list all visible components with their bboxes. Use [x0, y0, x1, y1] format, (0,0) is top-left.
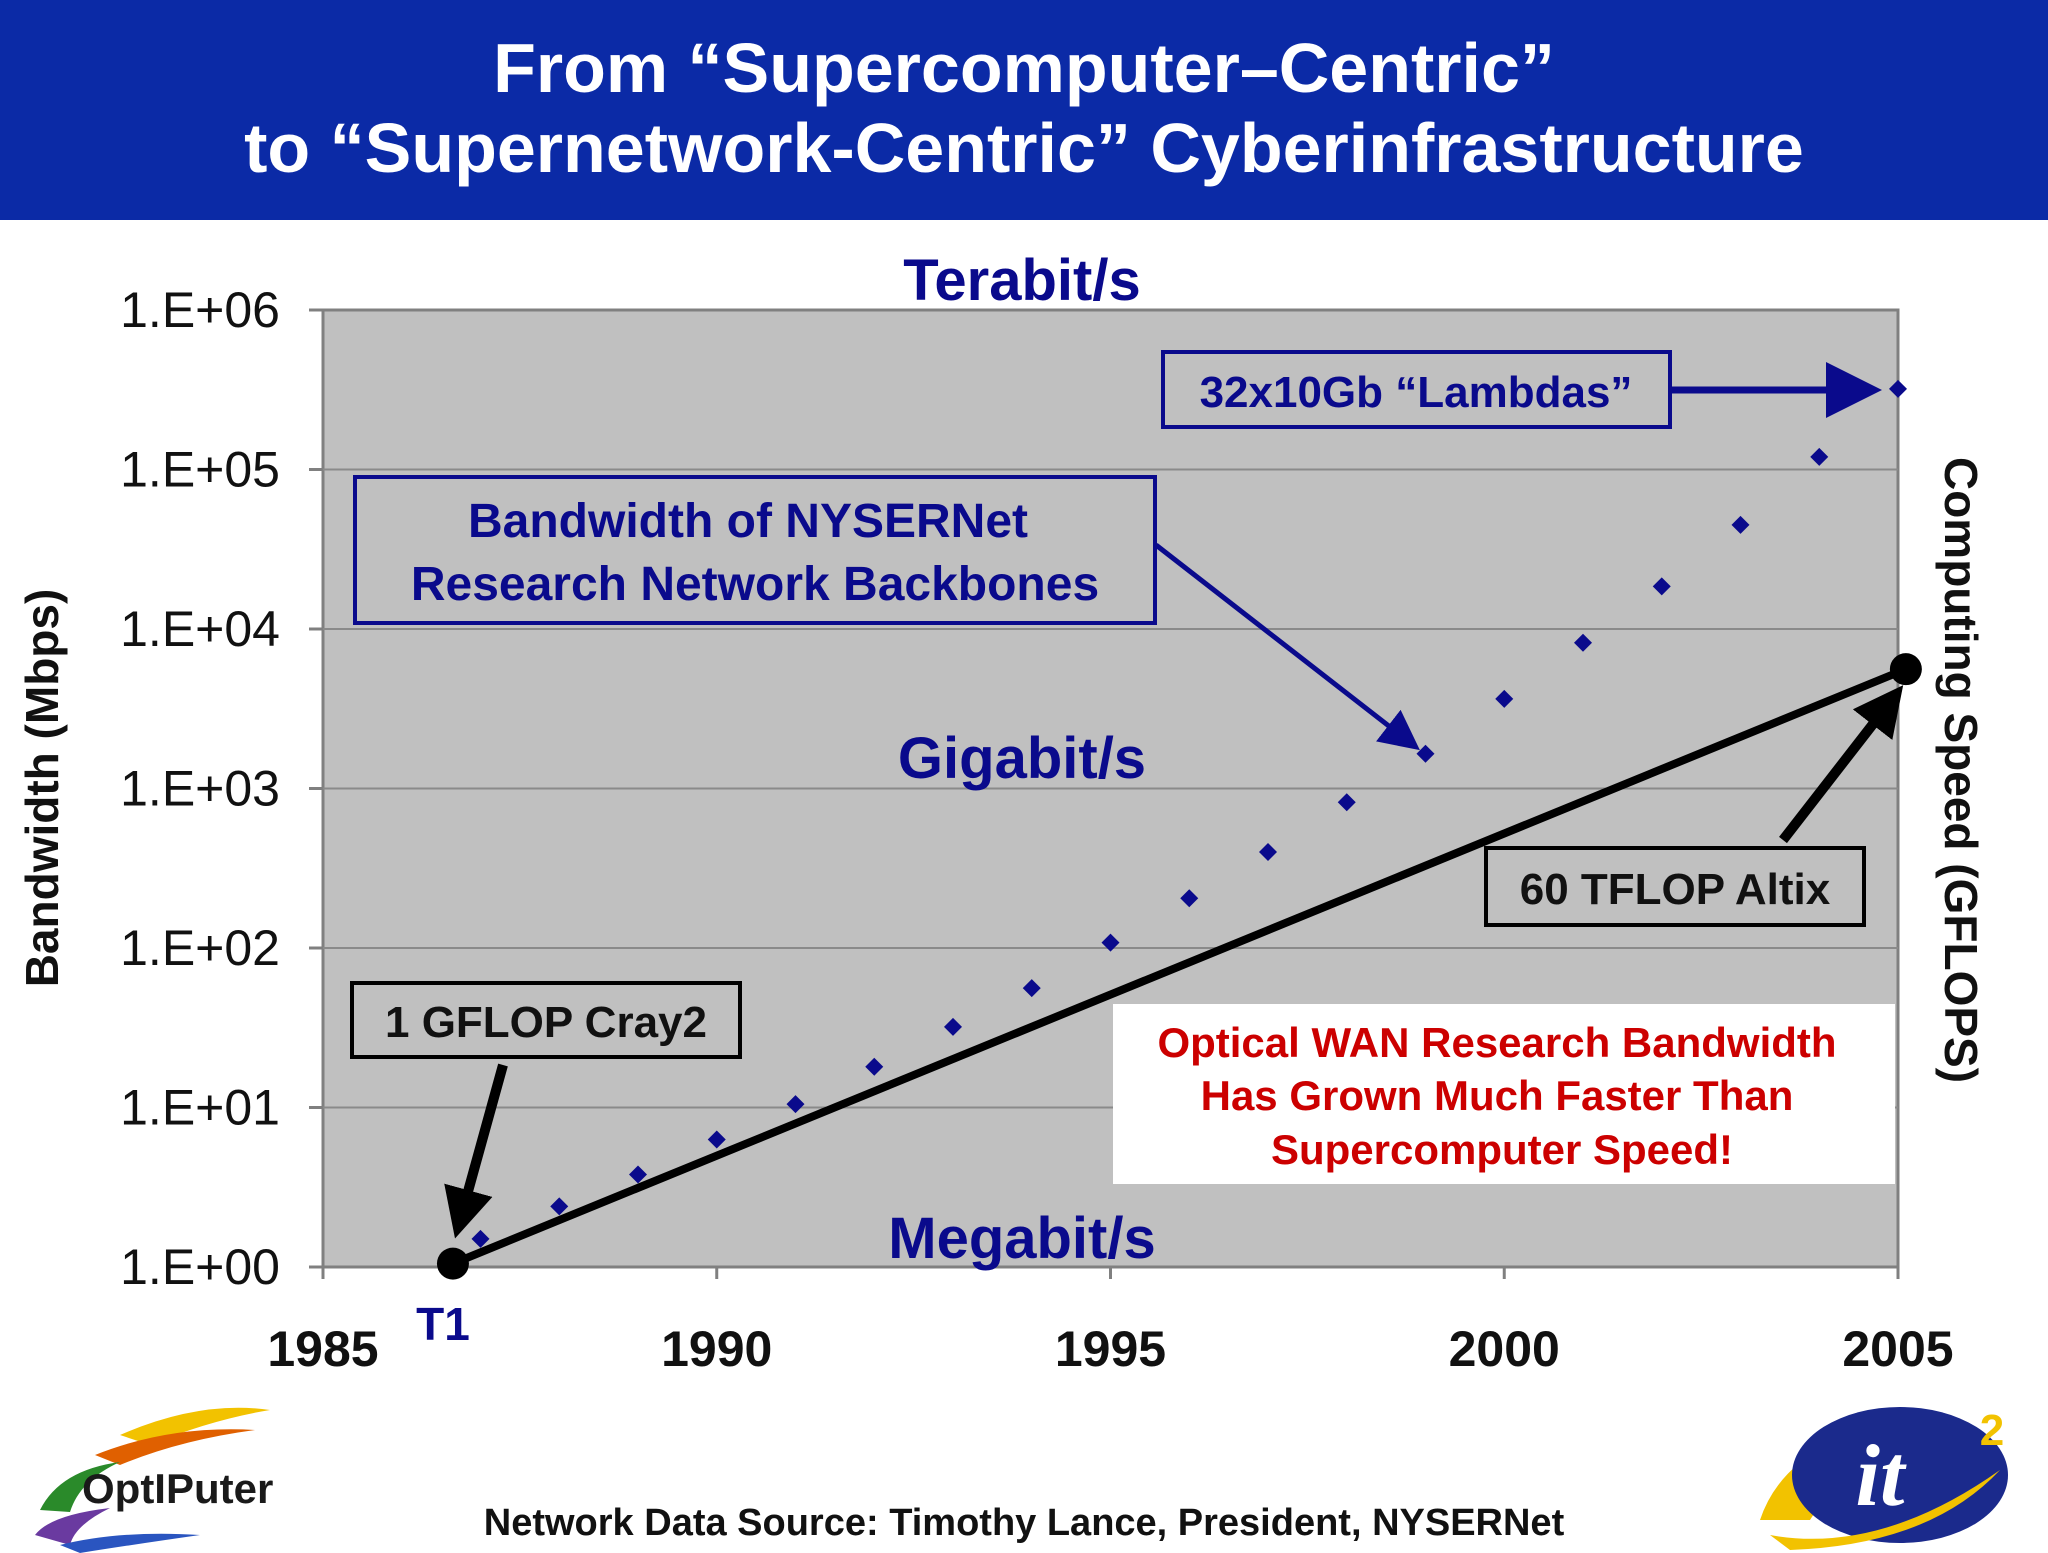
- optical-wan-line-2: Has Grown Much Faster Than: [1201, 1072, 1794, 1119]
- slide-title-line-1: From “Supercomputer–Centric”: [493, 29, 1555, 107]
- x-tick-label: 2005: [1842, 1321, 1953, 1377]
- cray2-point: [436, 1247, 469, 1280]
- slide-title-line-2: to “Supernetwork-Centric” Cyberinfrastru…: [244, 109, 1804, 187]
- y-tick-label: 1.E+05: [120, 442, 280, 498]
- nysernet-arrow: [1154, 543, 1420, 751]
- megabit-label: Megabit/s: [888, 1206, 1156, 1271]
- it2-logo-superscript: 2: [1980, 1406, 2004, 1455]
- bandwidth-point: [629, 1165, 647, 1184]
- title-bar: From “Supercomputer–Centric” to “Superne…: [0, 0, 2048, 220]
- t1-label: T1: [416, 1298, 470, 1350]
- lambdas-label: 32x10Gb “Lambdas”: [1200, 368, 1633, 417]
- altix-arrow: [1779, 685, 1904, 844]
- bandwidth-point: [786, 1095, 805, 1114]
- supercomputer-trend-line: [451, 665, 1908, 1268]
- x-tick-label: 1985: [267, 1321, 378, 1377]
- y-tick-label: 1.E+03: [120, 761, 280, 817]
- altix-label: 60 TFLOP Altix: [1520, 865, 1831, 914]
- gigabit-label: Gigabit/s: [898, 726, 1146, 791]
- y-tick-label: 1.E+00: [120, 1239, 280, 1295]
- bandwidth-point: [1810, 447, 1829, 466]
- optiputer-logo: [35, 1407, 270, 1553]
- bandwidth-point: [1416, 744, 1435, 763]
- optiputer-logo-text: OptIPuter: [82, 1465, 274, 1512]
- altix-box: [1484, 846, 1866, 927]
- cray2-arrow: [444, 1063, 508, 1239]
- bandwidth-point: [1889, 379, 1907, 398]
- y-tick-label: 1.E+04: [120, 601, 280, 657]
- supercomputer-series: [436, 653, 1922, 1280]
- x-tick-label: 2000: [1449, 1321, 1560, 1377]
- bandwidth-point: [1337, 793, 1356, 812]
- bandwidth-point: [1101, 933, 1120, 952]
- it2-logo-text: it: [1856, 1428, 1907, 1525]
- data-source-note: Network Data Source: Timothy Lance, Pres…: [483, 1502, 1565, 1544]
- lambdas-box: [1161, 350, 1672, 429]
- optical-wan-line-1: Optical WAN Research Bandwidth: [1157, 1019, 1836, 1066]
- bandwidth-point: [1259, 842, 1277, 861]
- nysernet-box: [353, 475, 1157, 625]
- it2-logo: it 2: [1760, 1406, 2008, 1550]
- optical-wan-callout: [1113, 1004, 1895, 1184]
- bandwidth-point: [1731, 515, 1750, 534]
- bandwidth-point: [944, 1017, 962, 1036]
- y-axis-ticks: 1.E+00 1.E+01 1.E+02 1.E+03 1.E+04 1.E+05 1.E+…: [120, 282, 323, 1295]
- y-tick-label: 1.E+01: [120, 1080, 280, 1136]
- bandwidth-point: [707, 1130, 726, 1149]
- y2-axis-label: Computing Speed (GFLOPS): [1935, 457, 1987, 1083]
- cray2-label: 1 GFLOP Cray2: [385, 998, 707, 1047]
- x-axis-ticks: 1985 1990 1995 2000 2005: [267, 1267, 1954, 1377]
- x-tick-label: 1995: [1055, 1321, 1166, 1377]
- bandwidth-point: [1180, 889, 1199, 908]
- y-tick-label: 1.E+02: [120, 920, 280, 976]
- cray2-box: [350, 981, 742, 1059]
- nysernet-label-line-1: Bandwidth of NYSERNet: [468, 495, 1028, 548]
- bandwidth-point: [550, 1197, 569, 1216]
- bandwidth-point: [1574, 633, 1592, 652]
- optical-wan-line-3: Supercomputer Speed!: [1271, 1126, 1733, 1173]
- x-tick-label: 1990: [661, 1321, 772, 1377]
- altix-point: [1889, 653, 1922, 686]
- terabit-label: Terabit/s: [903, 248, 1140, 313]
- bandwidth-point: [1022, 979, 1041, 998]
- bandwidth-point: [865, 1057, 884, 1076]
- nysernet-label-line-2: Research Network Backbones: [411, 558, 1099, 611]
- y-tick-label: 1.E+06: [120, 282, 280, 338]
- bandwidth-series: [471, 379, 1907, 1248]
- bandwidth-point: [1495, 689, 1514, 708]
- y-axis-label: Bandwidth (Mbps): [16, 589, 68, 988]
- bandwidth-point: [1652, 577, 1671, 596]
